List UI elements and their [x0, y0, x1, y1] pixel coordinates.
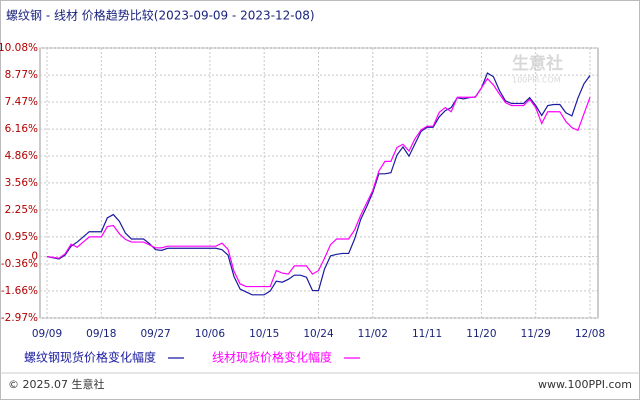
legend-label: 螺纹钢现货价格变化幅度	[24, 350, 156, 365]
y-tick-label: 0.95%	[5, 231, 38, 243]
x-tick-label: 10/15	[249, 328, 279, 340]
chart-title: 螺纹钢 - 线材 价格趋势比较(2023-09-09 - 2023-12-08)	[6, 8, 315, 23]
x-tick-label: 11/11	[412, 328, 442, 340]
y-tick-label: 4.86%	[5, 150, 38, 162]
y-tick-label: 3.56%	[5, 177, 38, 189]
x-tick-label: 09/09	[32, 328, 62, 340]
y-tick-label: 8.77%	[5, 69, 38, 81]
footer-copyright: © 2025.07 生意社	[8, 377, 104, 391]
x-tick-label: 10/24	[303, 328, 334, 340]
x-tick-label: 09/18	[86, 328, 116, 340]
watermark-name: 生意社	[512, 53, 563, 74]
x-tick-label: 11/20	[466, 328, 496, 340]
x-tick-label: 11/02	[358, 328, 388, 340]
x-tick-label: 12/08	[575, 328, 605, 340]
y-tick-label: 0	[31, 251, 38, 263]
x-tick-label: 09/27	[140, 328, 170, 340]
x-tick-label: 10/06	[195, 328, 226, 340]
series-line	[46, 77, 591, 288]
legend-label: 线材现货价格变化幅度	[212, 350, 332, 365]
footer-site: www.100PPI.com	[538, 378, 632, 391]
y-tick-label: -2.97%	[1, 312, 38, 324]
y-tick-label: 2.25%	[5, 204, 38, 216]
y-tick-label: -1.66%	[1, 285, 38, 297]
y-tick-label: -0.36%	[1, 258, 38, 270]
watermark-site: 100PPI.COM	[512, 76, 561, 85]
x-tick-label: 11/29	[521, 328, 551, 340]
y-tick-label: 7.47%	[5, 96, 38, 108]
y-tick-label: 6.16%	[5, 123, 38, 135]
series-line	[46, 72, 591, 296]
y-tick-label: 10.08%	[0, 42, 38, 54]
